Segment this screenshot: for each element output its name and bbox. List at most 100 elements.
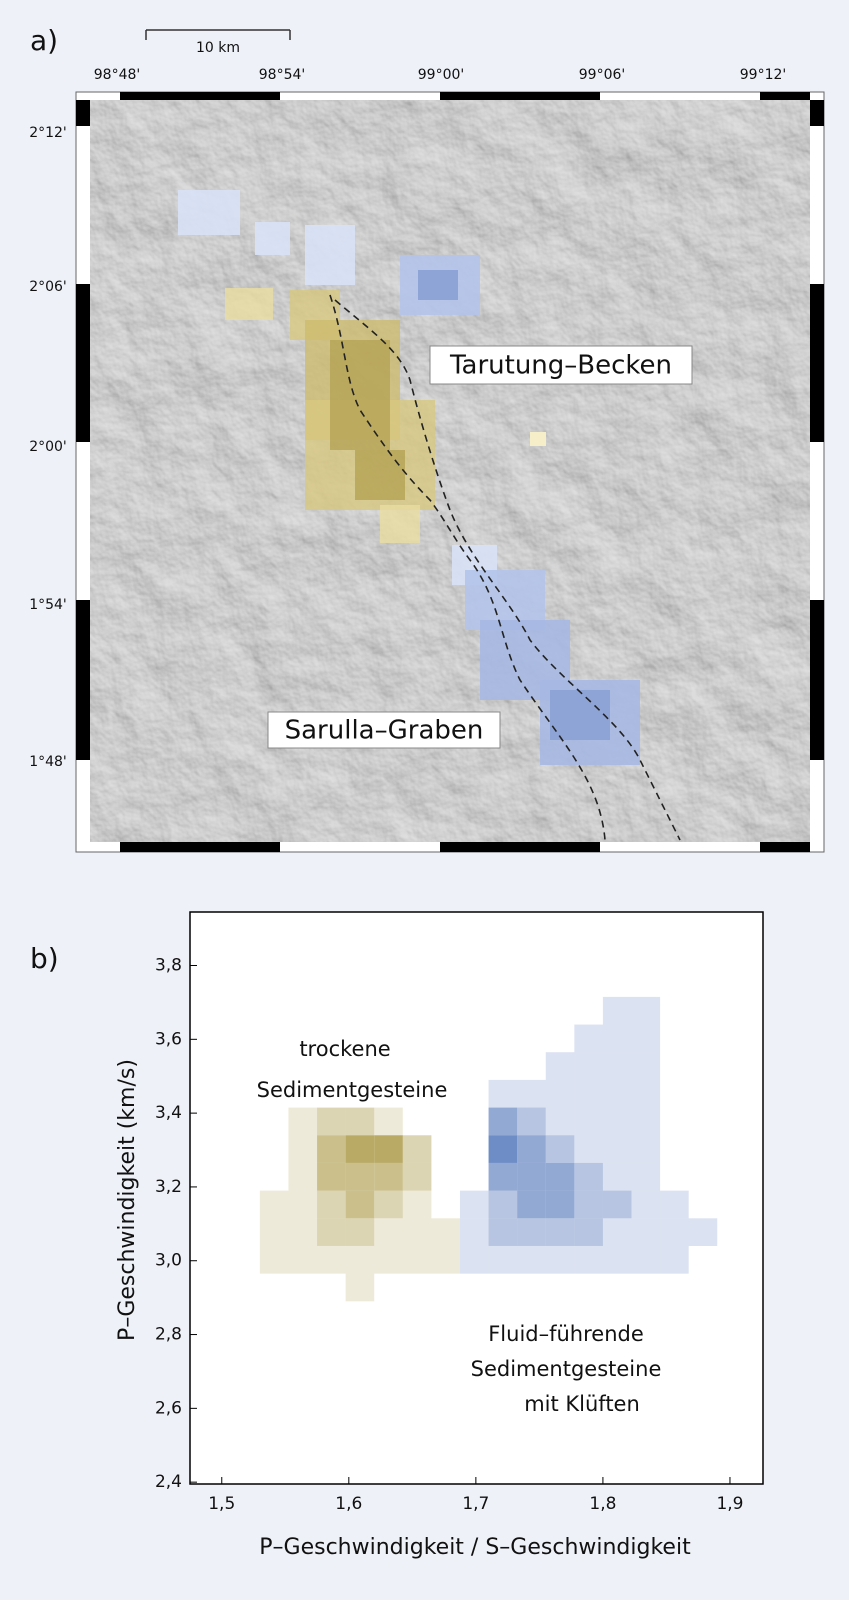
y-tick-label: 3,4 — [155, 1103, 182, 1123]
y-tick-label: 3,2 — [155, 1177, 182, 1197]
heat-cell — [546, 1080, 575, 1108]
heat-cell — [574, 1108, 603, 1136]
heat-cell — [603, 997, 632, 1025]
annotation: Sedimentgesteine — [257, 1078, 448, 1102]
heat-cell — [489, 1135, 518, 1163]
heat-cell — [431, 1218, 460, 1246]
y-tick-label: 3,8 — [155, 956, 182, 976]
heat-cell — [431, 1246, 460, 1274]
heat-cell — [517, 1218, 546, 1246]
heat-cell — [574, 1025, 603, 1053]
heat-cell — [603, 1108, 632, 1136]
heat-cell — [489, 1218, 518, 1246]
annotation: mit Klüften — [524, 1392, 640, 1416]
heat-cell — [374, 1246, 403, 1274]
heat-cell — [632, 1246, 661, 1274]
heat-cell — [260, 1191, 289, 1219]
heat-cell — [632, 1025, 661, 1053]
heat-cell — [632, 1108, 661, 1136]
heat-cell — [317, 1135, 346, 1163]
panel-label: b) — [30, 942, 59, 975]
heat-cell — [317, 1218, 346, 1246]
heat-cell — [403, 1135, 432, 1163]
heat-cell — [489, 1080, 518, 1108]
heat-cell — [403, 1163, 432, 1191]
heat-cell — [574, 1080, 603, 1108]
heat-cell — [517, 1135, 546, 1163]
heat-cell — [546, 1218, 575, 1246]
heat-cell — [403, 1218, 432, 1246]
heat-cell — [517, 1163, 546, 1191]
heat-cell — [489, 1191, 518, 1219]
heat-cell — [374, 1163, 403, 1191]
heat-cell — [317, 1108, 346, 1136]
lat-label: 1°54' — [29, 597, 67, 613]
heat-cell — [660, 1246, 689, 1274]
region-label: Sarulla–Graben — [285, 716, 484, 746]
heat-cell — [603, 1025, 632, 1053]
heat-cell — [632, 1080, 661, 1108]
heat-cell — [603, 1052, 632, 1080]
lon-label: 98°48' — [94, 67, 140, 83]
y-axis-label: P–Geschwindigkeit (km/s) — [115, 1059, 140, 1341]
panel-label: a) — [30, 24, 58, 57]
x-tick-label: 1,8 — [589, 1494, 616, 1514]
y-tick-label: 2,6 — [155, 1398, 182, 1418]
annotation: trockene — [299, 1037, 390, 1061]
heat-cell — [260, 1218, 289, 1246]
heat-cell — [574, 1135, 603, 1163]
heat-cell — [346, 1191, 375, 1219]
heat-cell — [288, 1191, 317, 1219]
heat-cell — [374, 1135, 403, 1163]
heat-cell — [517, 1080, 546, 1108]
heat-cell — [489, 1163, 518, 1191]
lon-label: 99°12' — [740, 67, 786, 83]
lat-label: 2°00' — [29, 439, 67, 455]
heat-cell — [460, 1191, 489, 1219]
heat-cell — [603, 1218, 632, 1246]
heat-cell — [574, 1191, 603, 1219]
annotation: Sedimentgesteine — [471, 1357, 662, 1381]
lon-label: 99°00' — [418, 67, 464, 83]
heat-cell — [546, 1135, 575, 1163]
heat-cell — [317, 1191, 346, 1219]
heat-cell — [288, 1163, 317, 1191]
lon-label: 99°06' — [579, 67, 625, 83]
lat-label: 2°12' — [29, 125, 67, 141]
heat-cell — [517, 1108, 546, 1136]
heat-cell — [260, 1246, 289, 1274]
heat-cell — [574, 1246, 603, 1274]
heat-cell — [574, 1163, 603, 1191]
heat-cell — [317, 1163, 346, 1191]
heat-cell — [632, 1052, 661, 1080]
heat-cell — [346, 1274, 375, 1302]
scale-label: 10 km — [196, 40, 240, 56]
scale-bar — [146, 30, 290, 40]
heat-cell — [546, 1191, 575, 1219]
lat-label: 1°48' — [29, 754, 67, 770]
y-tick-label: 2,4 — [155, 1472, 182, 1492]
heat-cell — [489, 1246, 518, 1274]
heat-cell — [403, 1246, 432, 1274]
heat-cell — [288, 1108, 317, 1136]
heat-cell — [288, 1218, 317, 1246]
heat-cell — [546, 1052, 575, 1080]
heat-cell — [603, 1163, 632, 1191]
heat-cell — [632, 1218, 661, 1246]
heat-cell — [603, 1246, 632, 1274]
heat-cell — [346, 1135, 375, 1163]
x-tick-label: 1,6 — [335, 1494, 362, 1514]
heat-cell — [346, 1218, 375, 1246]
x-tick-label: 1,9 — [716, 1494, 743, 1514]
heat-cell — [574, 1052, 603, 1080]
heat-cell — [346, 1108, 375, 1136]
heat-cell — [603, 1135, 632, 1163]
heat-cell — [603, 1080, 632, 1108]
lon-label: 98°54' — [259, 67, 305, 83]
heat-cell — [374, 1108, 403, 1136]
heat-cell — [403, 1191, 432, 1219]
heat-cell — [317, 1246, 346, 1274]
heat-cell — [546, 1163, 575, 1191]
heat-cell — [632, 1191, 661, 1219]
heat-cell — [346, 1246, 375, 1274]
